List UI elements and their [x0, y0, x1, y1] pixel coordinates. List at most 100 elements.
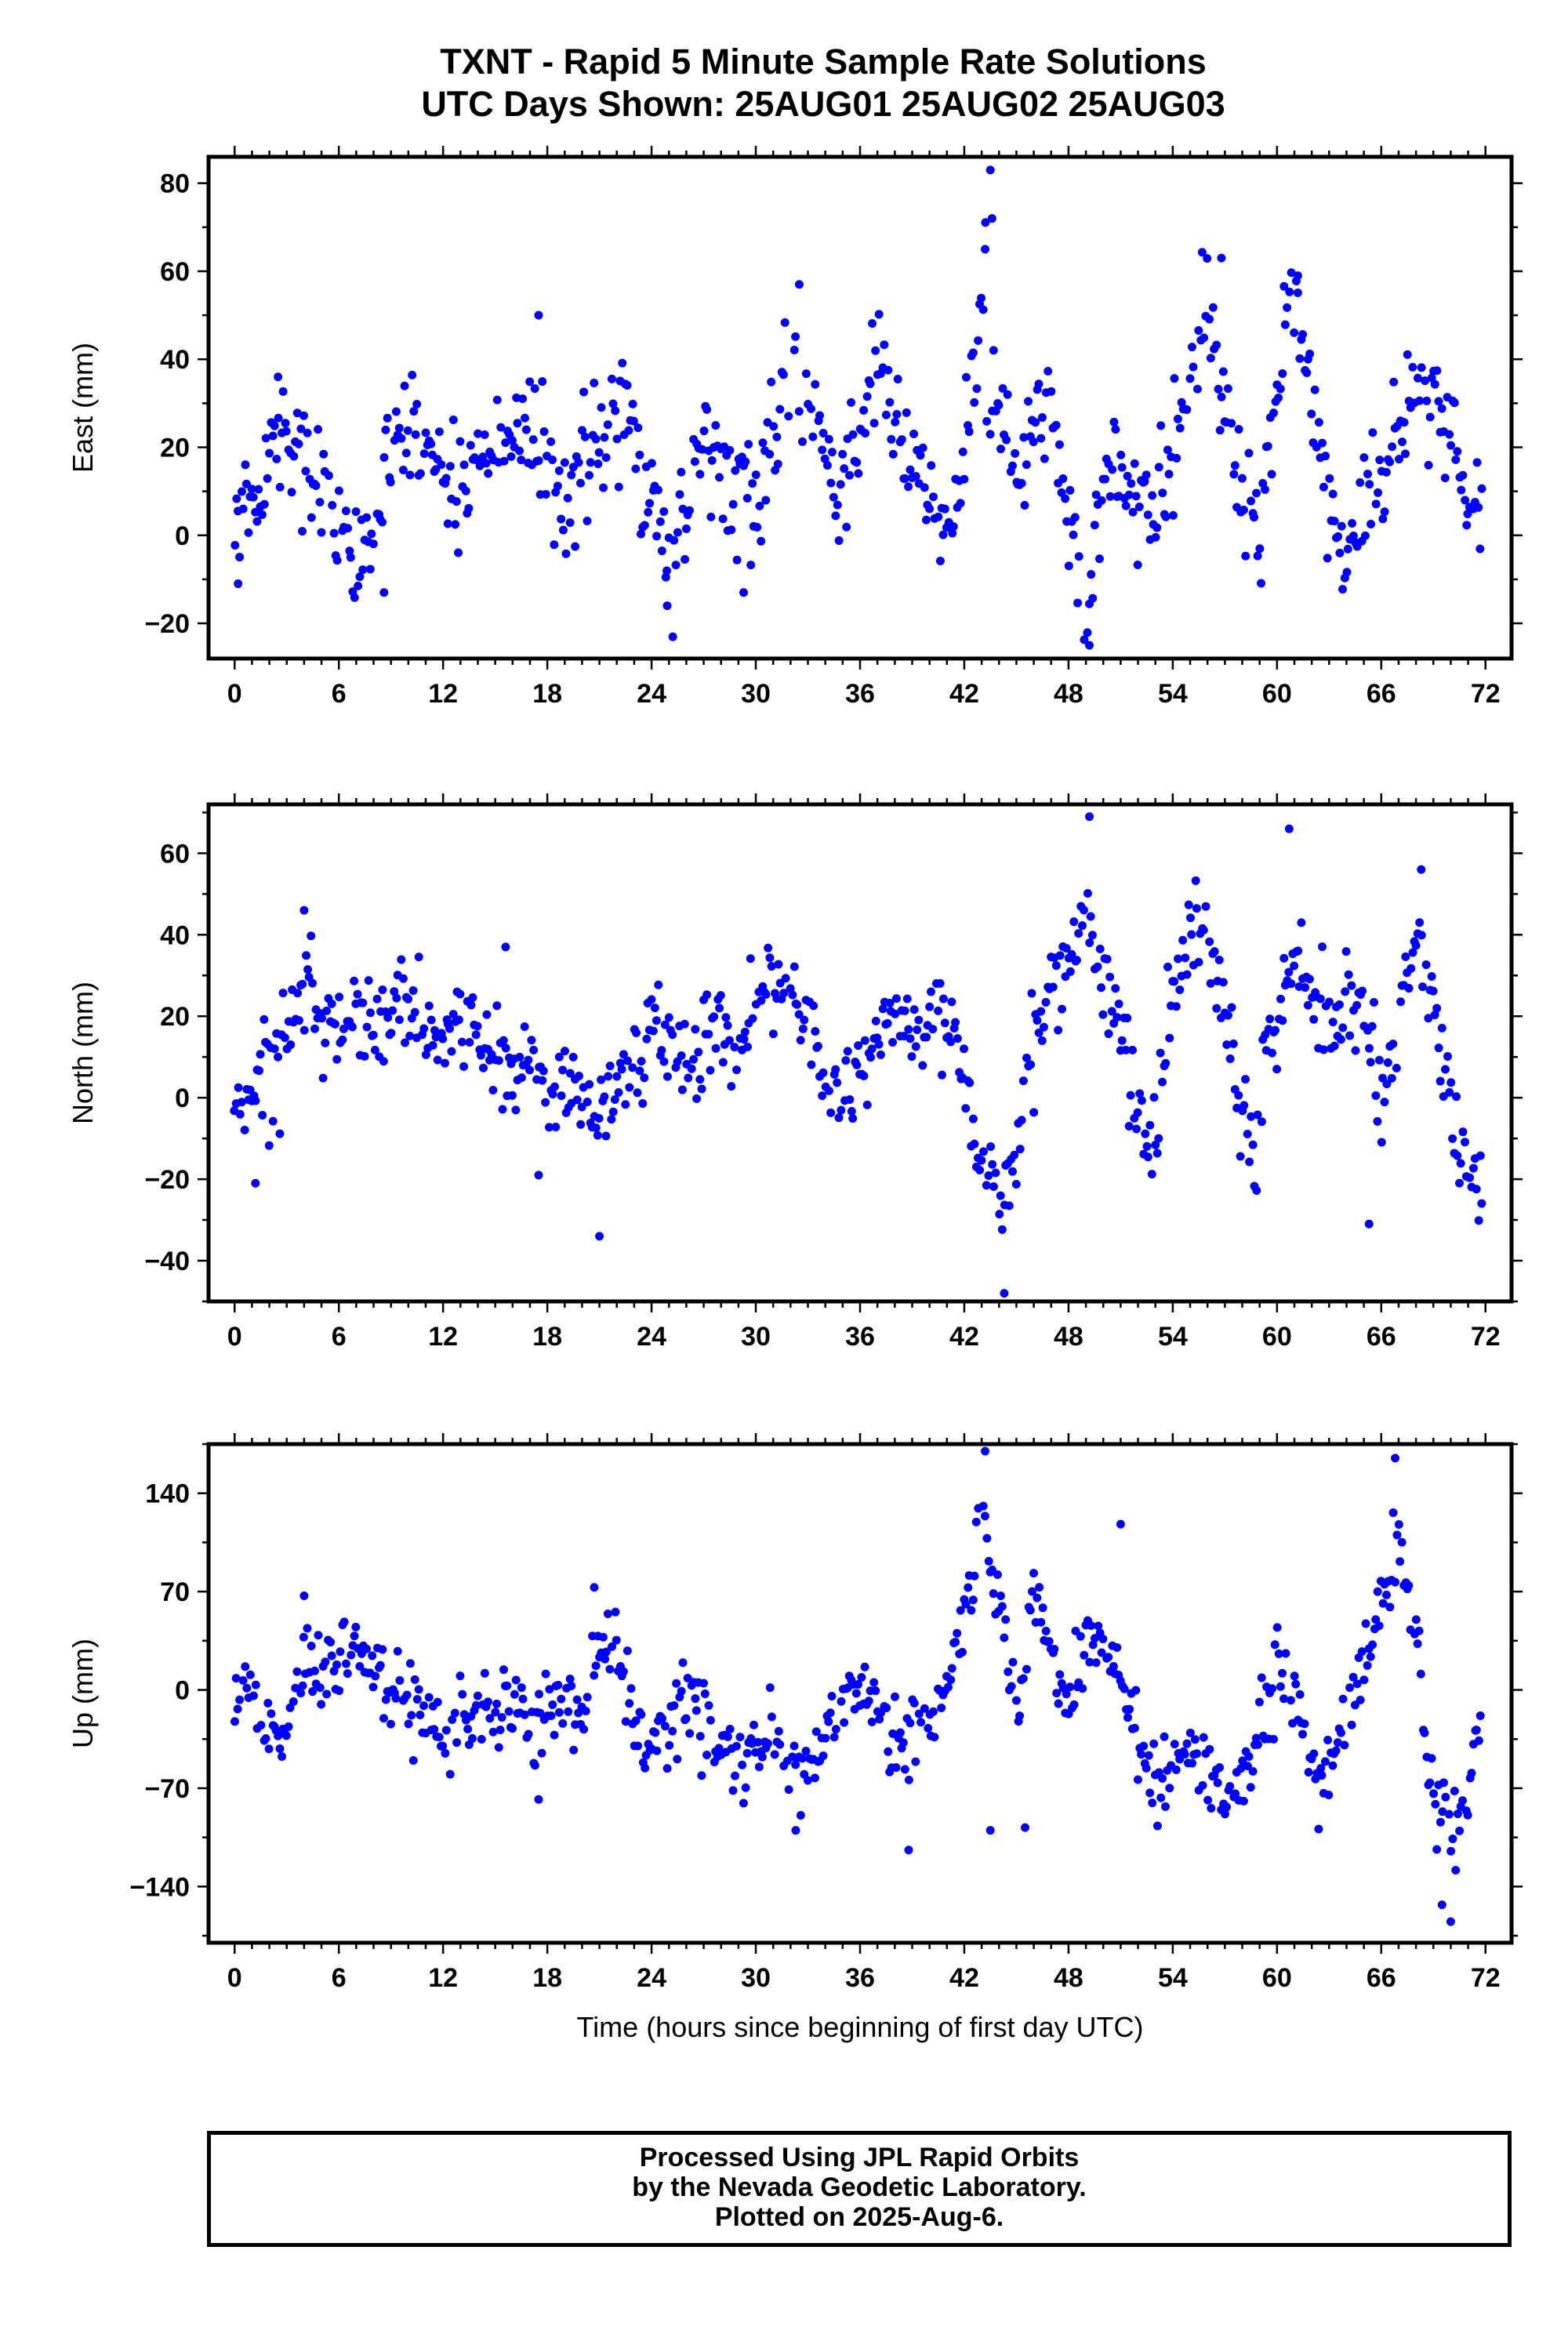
data-point	[928, 492, 938, 502]
data-point	[1295, 354, 1305, 363]
data-point	[755, 501, 764, 510]
data-point	[480, 430, 489, 440]
data-point	[1217, 392, 1226, 401]
data-point	[818, 1091, 827, 1101]
data-point	[558, 1065, 568, 1075]
data-point	[921, 515, 931, 524]
data-point	[550, 540, 559, 550]
data-point	[746, 561, 756, 570]
x-tick-label: 18	[532, 1963, 562, 1993]
data-point	[1061, 494, 1070, 503]
x-tick-label: 24	[637, 1322, 666, 1352]
x-tick-label: 60	[1262, 1963, 1292, 1993]
data-point	[789, 345, 799, 354]
data-points	[230, 165, 1486, 650]
data-point	[677, 1686, 686, 1696]
data-point	[1431, 1799, 1440, 1809]
data-point	[971, 1517, 981, 1526]
data-point	[1124, 490, 1134, 499]
data-point	[233, 1704, 242, 1714]
data-point	[625, 1083, 634, 1092]
data-point	[465, 1037, 474, 1047]
data-point	[292, 408, 302, 418]
data-point	[398, 974, 408, 983]
data-point	[314, 1631, 323, 1640]
data-point	[270, 1044, 279, 1054]
data-point	[610, 1095, 619, 1105]
data-point	[517, 1073, 526, 1083]
data-point	[438, 1741, 448, 1751]
data-point	[474, 429, 483, 438]
data-point	[611, 406, 620, 416]
data-point	[985, 430, 995, 439]
data-point	[994, 401, 1004, 410]
data-point	[235, 1109, 245, 1119]
data-point	[834, 1113, 844, 1123]
data-point	[260, 499, 269, 509]
data-point	[364, 976, 373, 985]
data-point	[874, 310, 884, 319]
data-point	[1137, 1750, 1146, 1759]
data-point	[496, 423, 506, 432]
data-point	[1421, 376, 1430, 386]
data-point	[724, 1036, 734, 1045]
data-point	[245, 1670, 255, 1679]
data-point	[318, 1073, 328, 1083]
data-point	[861, 429, 870, 438]
data-point	[1425, 1778, 1435, 1788]
data-point	[996, 1592, 1005, 1601]
data-point	[350, 976, 359, 985]
y-tick-label: −140	[129, 1872, 190, 1902]
data-point	[1451, 455, 1461, 464]
data-point	[624, 426, 633, 435]
x-tick-label: 48	[1054, 1963, 1083, 1993]
data-point	[938, 530, 948, 539]
data-point	[289, 452, 299, 461]
data-point	[697, 1084, 706, 1094]
data-point	[1269, 408, 1279, 418]
data-point	[1472, 1726, 1481, 1735]
data-point	[1152, 523, 1162, 532]
data-point	[1367, 519, 1376, 528]
data-point	[801, 1747, 811, 1756]
data-point	[551, 1123, 561, 1132]
data-point	[800, 1015, 809, 1025]
data-point	[1309, 1749, 1319, 1758]
data-point	[1148, 491, 1157, 500]
data-point	[513, 419, 522, 428]
data-point	[400, 381, 409, 390]
data-point	[1420, 1728, 1429, 1737]
data-point	[404, 1719, 413, 1729]
data-point	[1218, 367, 1228, 376]
data-point	[1268, 1684, 1277, 1693]
data-point	[521, 425, 531, 434]
x-tick-label: 30	[741, 1963, 771, 1993]
data-point	[807, 404, 816, 413]
x-tick-label: 66	[1367, 1322, 1396, 1352]
data-point	[728, 499, 738, 509]
data-point	[1368, 428, 1377, 437]
data-point	[534, 310, 543, 320]
data-point	[840, 1718, 849, 1727]
data-point	[798, 437, 808, 446]
data-point	[235, 553, 245, 562]
data-point	[583, 1693, 592, 1702]
data-point	[1177, 397, 1186, 407]
data-point	[1074, 552, 1083, 561]
x-tick-label: 60	[1262, 1322, 1292, 1352]
data-point	[662, 1072, 672, 1081]
data-point	[869, 1678, 879, 1687]
data-point	[242, 1683, 252, 1693]
data-point	[964, 427, 974, 437]
data-point	[565, 1069, 575, 1078]
data-point	[441, 474, 451, 483]
data-point	[650, 1004, 659, 1013]
data-point	[289, 1697, 298, 1706]
data-point	[311, 481, 321, 491]
data-point	[1340, 1740, 1349, 1750]
data-point	[338, 1035, 347, 1044]
data-point	[232, 494, 241, 503]
data-point	[550, 1082, 559, 1091]
data-point	[1142, 1763, 1151, 1773]
data-point	[579, 1725, 589, 1734]
